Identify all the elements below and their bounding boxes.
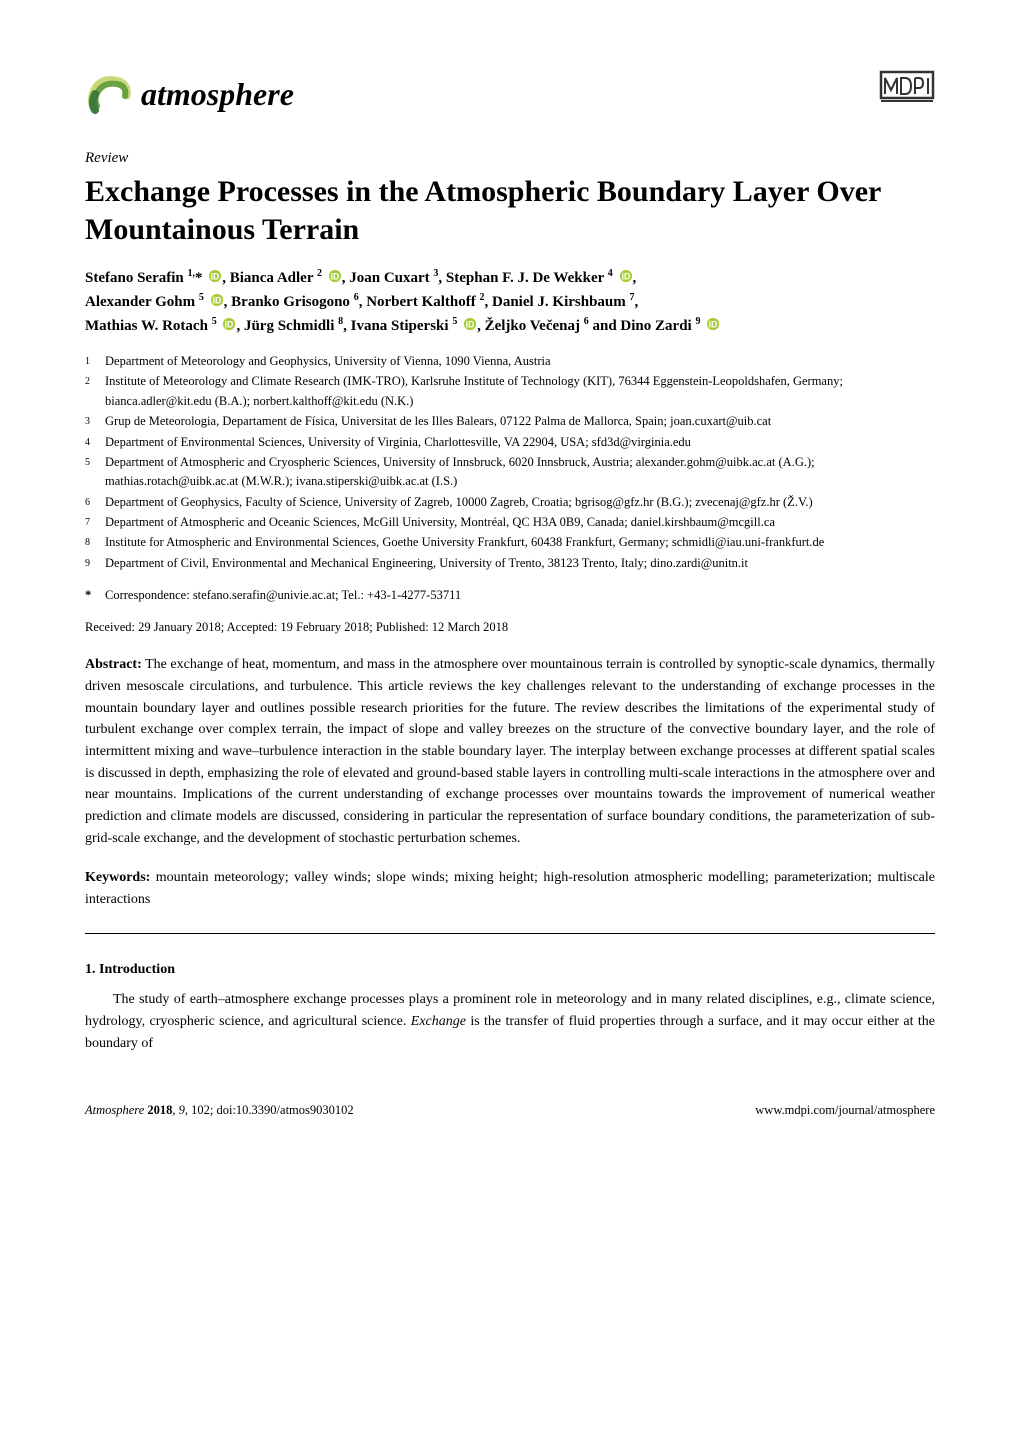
affiliation-item: 6 Department of Geophysics, Faculty of S… — [85, 493, 935, 512]
journal-name: atmosphere — [141, 72, 294, 117]
affiliation-text: Department of Atmospheric and Cryospheri… — [105, 453, 935, 492]
affiliation-text: Department of Meteorology and Geophysics… — [105, 352, 935, 371]
authors-line: Alexander Gohm 5 iD, Branko Grisogono 6,… — [85, 294, 638, 310]
dates-line: Received: 29 January 2018; Accepted: 19 … — [85, 619, 935, 637]
orcid-icon: iD — [222, 317, 236, 331]
article-type: Review — [85, 148, 935, 169]
affiliation-item: 4 Department of Environmental Sciences, … — [85, 433, 935, 452]
affiliation-number: 6 — [85, 493, 105, 512]
article-title: Exchange Processes in the Atmospheric Bo… — [85, 173, 935, 248]
svg-text:iD: iD — [621, 272, 630, 282]
abstract-label: Abstract: — [85, 657, 142, 672]
svg-text:iD: iD — [466, 320, 475, 330]
affiliation-number: 1 — [85, 352, 105, 371]
orcid-icon: iD — [463, 317, 477, 331]
affiliation-number: 5 — [85, 453, 105, 492]
affiliation-text: Department of Civil, Environmental and M… — [105, 554, 935, 573]
affiliation-number: 9 — [85, 554, 105, 573]
orcid-icon: iD — [619, 269, 633, 283]
affiliation-number: 4 — [85, 433, 105, 452]
svg-text:iD: iD — [709, 320, 718, 330]
keywords-text: mountain meteorology; valley winds; slop… — [85, 870, 935, 907]
affiliation-item: 2 Institute of Meteorology and Climate R… — [85, 372, 935, 411]
section-divider — [85, 933, 935, 934]
orcid-icon: iD — [208, 269, 222, 283]
svg-text:iD: iD — [212, 296, 221, 306]
affiliation-text: Grup de Meteorologia, Departament de Fís… — [105, 412, 935, 431]
svg-text:iD: iD — [330, 272, 339, 282]
orcid-icon: iD — [210, 293, 224, 307]
affiliation-item: 9 Department of Civil, Environmental and… — [85, 554, 935, 573]
affiliations-block: 1 Department of Meteorology and Geophysi… — [85, 352, 935, 573]
affiliation-text: Department of Atmospheric and Oceanic Sc… — [105, 513, 935, 532]
keywords-label: Keywords: — [85, 870, 150, 885]
affiliation-item: 1 Department of Meteorology and Geophysi… — [85, 352, 935, 371]
affiliation-text: Institute for Atmospheric and Environmen… — [105, 533, 935, 552]
affiliation-number: 3 — [85, 412, 105, 431]
affiliation-item: 8 Institute for Atmospheric and Environm… — [85, 533, 935, 552]
correspondence-symbol: * — [85, 587, 105, 605]
orcid-icon: iD — [706, 317, 720, 331]
affiliation-text: Department of Environmental Sciences, Un… — [105, 433, 935, 452]
authors-block: Stefano Serafin 1,* iD, Bianca Adler 2 i… — [85, 266, 935, 338]
correspondence-text: Correspondence: stefano.serafin@univie.a… — [105, 587, 461, 605]
abstract-block: Abstract: The exchange of heat, momentum… — [85, 654, 935, 849]
mdpi-logo-icon — [879, 70, 935, 112]
affiliation-number: 2 — [85, 372, 105, 411]
abstract-text: The exchange of heat, momentum, and mass… — [85, 657, 935, 846]
affiliation-text: Department of Geophysics, Faculty of Sci… — [105, 493, 935, 512]
affiliation-text: Institute of Meteorology and Climate Res… — [105, 372, 935, 411]
atmosphere-logo-icon — [85, 70, 133, 118]
journal-logo-block: atmosphere — [85, 70, 294, 118]
affiliation-item: 3 Grup de Meteorologia, Departament de F… — [85, 412, 935, 431]
svg-text:iD: iD — [225, 320, 234, 330]
correspondence-block: * Correspondence: stefano.serafin@univie… — [85, 587, 935, 605]
body-paragraph: The study of earth–atmosphere exchange p… — [85, 989, 935, 1054]
affiliation-number: 7 — [85, 513, 105, 532]
authors-line: Stefano Serafin 1,* iD, Bianca Adler 2 i… — [85, 270, 636, 286]
footer-left: Atmosphere 2018, 9, 102; doi:10.3390/atm… — [85, 1102, 354, 1120]
svg-text:iD: iD — [211, 272, 220, 282]
header-row: atmosphere — [85, 70, 935, 118]
orcid-icon: iD — [328, 269, 342, 283]
affiliation-number: 8 — [85, 533, 105, 552]
keywords-block: Keywords: mountain meteorology; valley w… — [85, 867, 935, 910]
section-heading: 1. Introduction — [85, 960, 935, 980]
authors-line: Mathias W. Rotach 5 iD, Jürg Schmidli 8,… — [85, 318, 720, 334]
affiliation-item: 7 Department of Atmospheric and Oceanic … — [85, 513, 935, 532]
footer-right: www.mdpi.com/journal/atmosphere — [755, 1102, 935, 1120]
page-footer: Atmosphere 2018, 9, 102; doi:10.3390/atm… — [85, 1102, 935, 1120]
affiliation-item: 5 Department of Atmospheric and Cryosphe… — [85, 453, 935, 492]
